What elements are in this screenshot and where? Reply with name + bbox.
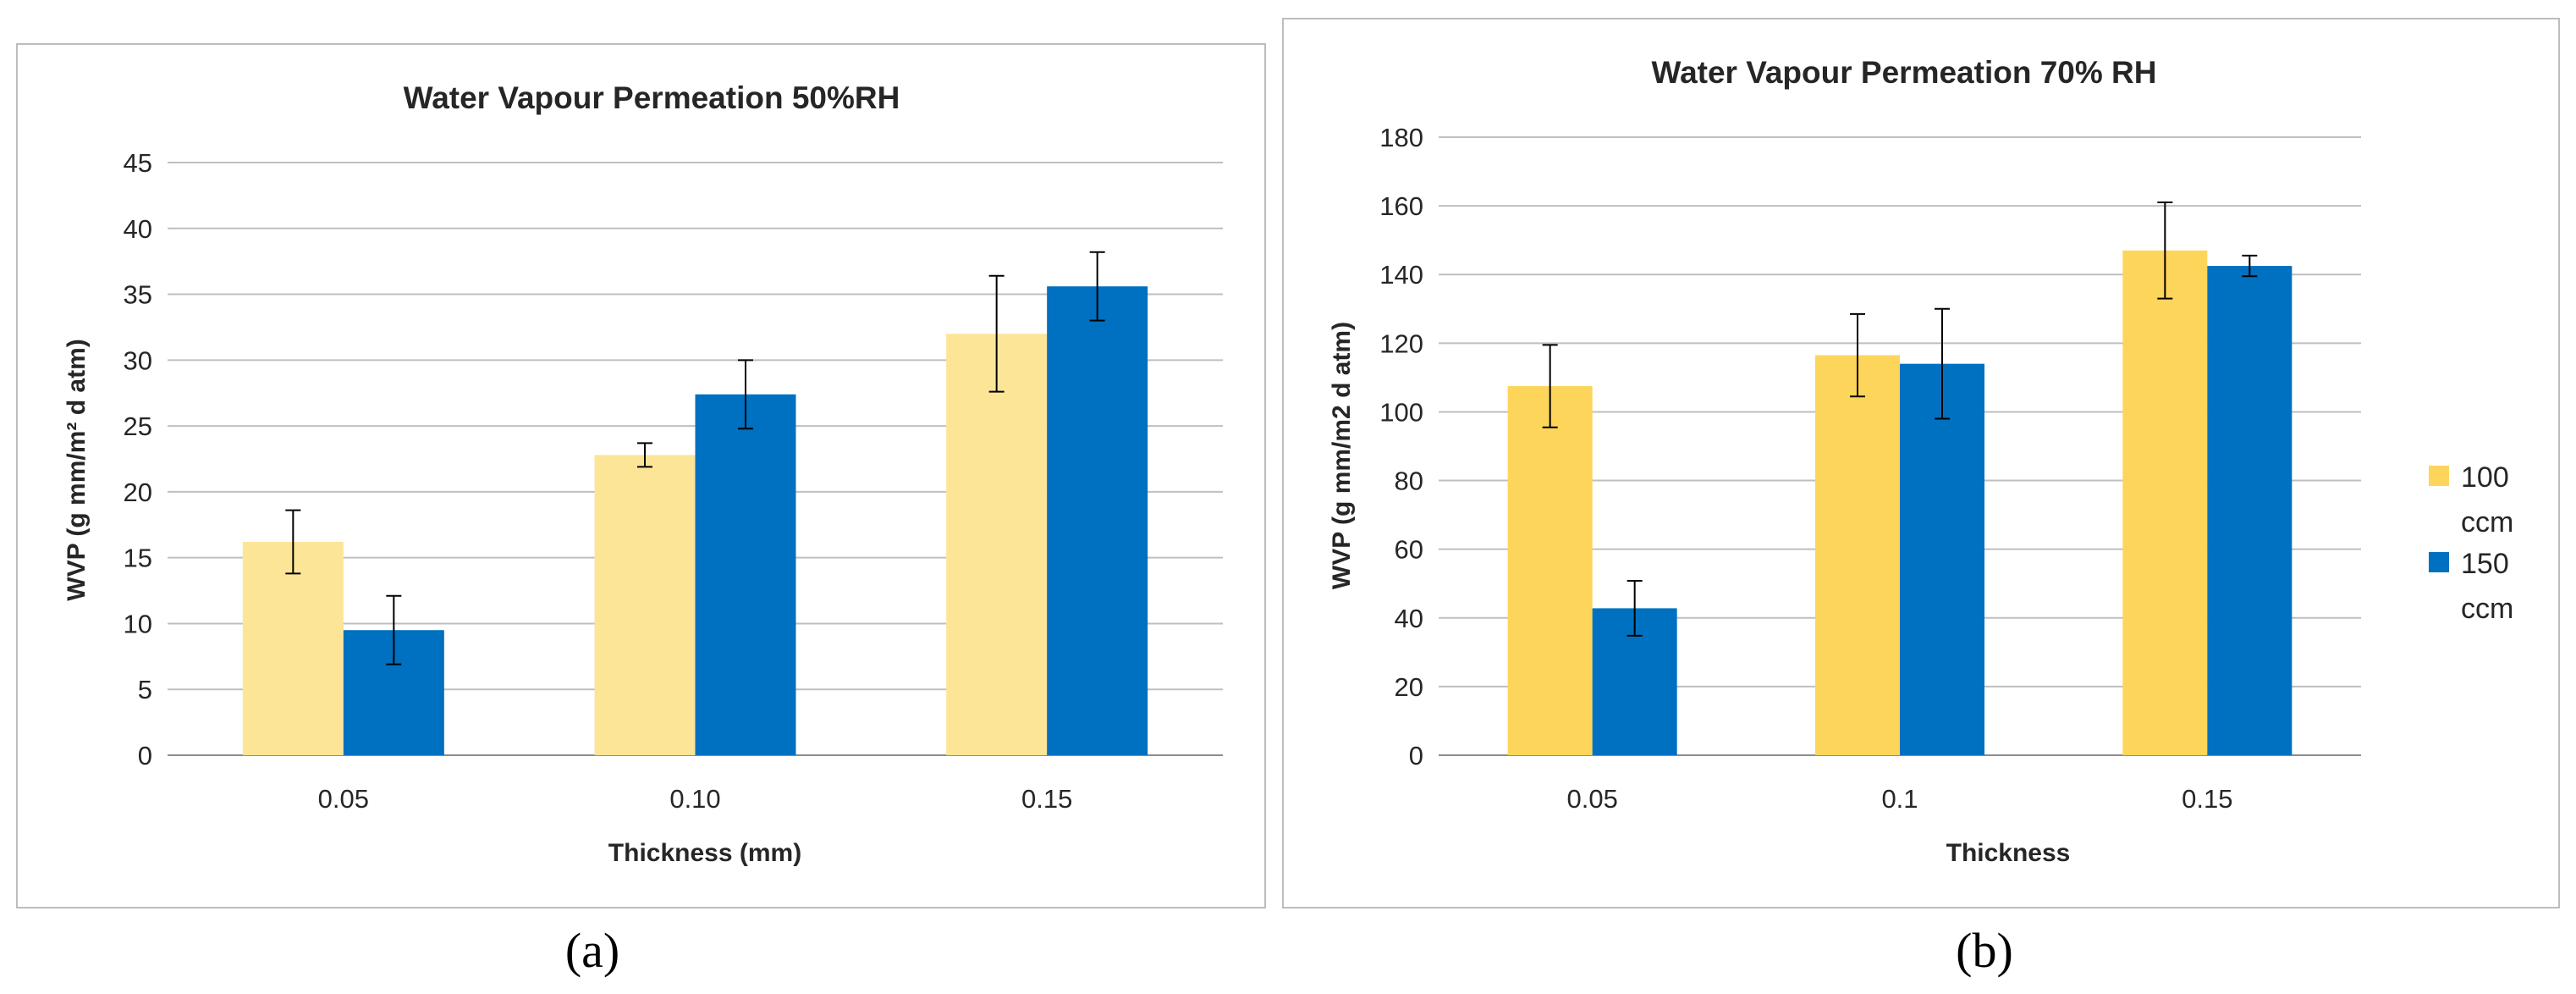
a-x-tick-label-0.10: 0.10 — [669, 784, 720, 814]
panel-label-a: (a) — [565, 923, 619, 978]
chart-a: Water Vapour Permeation 50%RH 0 5 10 15 20 25… — [16, 43, 1266, 908]
a-x-tick-label-0.15: 0.15 — [1021, 784, 1072, 814]
a-y-tick-label-30: 30 — [124, 345, 152, 375]
b-x-tick-label-0.05: 0.05 — [1566, 784, 1617, 814]
a-y-tick-label-5: 5 — [138, 675, 152, 704]
a-y-tick-label-0: 0 — [138, 741, 152, 770]
b-x-tick-label-0.1: 0.1 — [1881, 784, 1918, 814]
a-y-tick-label-15: 15 — [124, 544, 152, 573]
chart-b: Water Vapour Permeation 70% RH 0 20 40 60 80… — [1282, 18, 2560, 908]
b-y-tick-label-140: 140 — [1379, 260, 1423, 290]
chart-b-title: Water Vapour Permeation 70% RH — [1652, 55, 2157, 90]
chart-b-x-axis-title: Thickness — [1946, 839, 2071, 867]
b-bar-100-ccm-0.05 — [1507, 386, 1593, 755]
chart-b-legend: 100 ccm 150 ccm — [2429, 461, 2513, 625]
a-y-tick-label-20: 20 — [124, 478, 152, 507]
legend-label-ccm-2: ccm — [2461, 593, 2513, 625]
b-bar-150-ccm-0.15 — [2207, 266, 2293, 755]
b-y-tick-label-80: 80 — [1395, 467, 1423, 496]
b-bar-100-ccm-0.1 — [1815, 355, 1900, 755]
b-y-tick-label-40: 40 — [1395, 604, 1423, 633]
chart-a-y-axis-title: WVP (g mm/m² d atm) — [63, 339, 91, 600]
b-y-tick-label-160: 160 — [1379, 191, 1423, 221]
legend-label-100: 100 — [2461, 461, 2509, 494]
chart-a-title: Water Vapour Permeation 50%RH — [404, 80, 900, 115]
a-y-tick-label-25: 25 — [124, 411, 152, 441]
a-y-tick-label-10: 10 — [124, 609, 152, 638]
legend-swatch-100-ccm — [2429, 466, 2449, 486]
b-y-tick-label-100: 100 — [1379, 397, 1423, 427]
a-bar-150-ccm-0.15 — [1047, 286, 1148, 755]
legend-swatch-150-ccm — [2429, 552, 2449, 572]
b-x-tick-label-0.15: 0.15 — [2182, 784, 2232, 814]
b-y-tick-label-120: 120 — [1379, 329, 1423, 358]
b-bar-100-ccm-0.15 — [2122, 250, 2208, 755]
a-bar-100-ccm-0.10 — [594, 455, 696, 755]
a-bar-100-ccm-0.15 — [946, 334, 1048, 755]
b-y-tick-label-20: 20 — [1395, 672, 1423, 702]
a-x-tick-label-0.05: 0.05 — [318, 784, 369, 814]
a-y-tick-label-35: 35 — [124, 280, 152, 310]
chart-a-x-axis-title: Thickness (mm) — [608, 839, 801, 867]
a-bar-150-ccm-0.10 — [695, 394, 796, 755]
b-y-tick-label-60: 60 — [1395, 535, 1423, 565]
legend-label-ccm-1: ccm — [2461, 506, 2513, 538]
b-y-tick-label-0: 0 — [1409, 741, 1423, 770]
a-y-tick-label-45: 45 — [124, 148, 152, 178]
a-y-tick-label-40: 40 — [124, 214, 152, 244]
legend-label-150: 150 — [2461, 548, 2509, 580]
chart-b-y-axis-title: WVP (g mm/m2 d atm) — [1328, 322, 1356, 589]
b-y-tick-label-180: 180 — [1379, 123, 1423, 152]
a-bar-100-ccm-0.05 — [242, 542, 344, 755]
b-bar-150-ccm-0.1 — [1900, 363, 1984, 755]
panel-label-b: (b) — [1956, 923, 2013, 978]
